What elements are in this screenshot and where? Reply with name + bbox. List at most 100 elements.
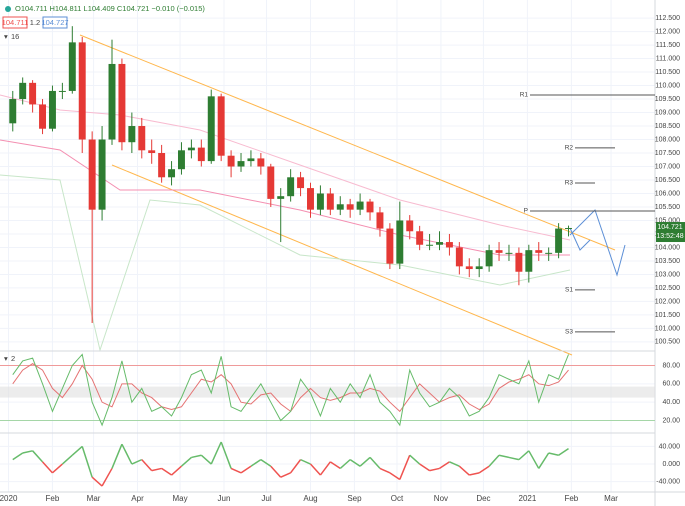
line-segment — [280, 472, 291, 478]
candle-body — [545, 252, 553, 254]
line-segment — [12, 452, 24, 461]
candle-body — [436, 242, 443, 245]
marks — [0, 26, 655, 487]
indicator-toggle[interactable]: ▾ — [4, 32, 8, 41]
candle-body — [187, 147, 195, 151]
candle-body — [455, 247, 463, 267]
candle-body — [227, 155, 235, 167]
candle-body — [29, 82, 37, 105]
candle-body — [158, 153, 166, 178]
line-segment — [369, 456, 381, 469]
line-segment — [200, 454, 212, 465]
y-tick-label: 110.500 — [655, 69, 680, 76]
candle-body — [267, 166, 275, 199]
countdown: 13:52:48 — [656, 233, 683, 240]
candle-body — [217, 96, 225, 156]
line-segment — [488, 454, 500, 467]
line-segment — [339, 459, 351, 469]
candle-body — [416, 231, 424, 245]
line-segment — [61, 454, 73, 465]
indicator-toggle[interactable]: ▾ — [4, 354, 8, 363]
ohlc-text: O104.711 H104.811 L104.409 C104.721 −0.0… — [15, 4, 205, 13]
line-segment — [32, 450, 44, 463]
candle-body — [277, 196, 285, 199]
y-tick-label: 107.000 — [655, 163, 680, 170]
line-segment — [558, 447, 569, 456]
indicator-label: 2 — [11, 354, 15, 363]
candle-body — [177, 150, 185, 170]
order-box-label: 104.711 — [2, 18, 29, 27]
y-tick-label: 100.500 — [655, 339, 680, 346]
candle-body — [297, 177, 305, 189]
indicator-label: 16 — [11, 32, 19, 41]
order-box-label: 1.2 — [30, 18, 40, 27]
candle-body — [475, 266, 483, 270]
series-line — [12, 353, 569, 427]
line-segment — [260, 458, 272, 467]
x-tick-label: Aug — [303, 494, 317, 503]
x-tick-label: 2020 — [0, 494, 18, 503]
line-segment — [121, 443, 133, 465]
grid — [0, 0, 655, 492]
y-tick-label: 40.00 — [662, 399, 680, 406]
candle-body — [316, 193, 324, 210]
candle-body — [148, 150, 156, 154]
line-segment — [141, 459, 153, 472]
line-segment — [419, 463, 430, 472]
y-tick-label: 40.000 — [659, 443, 681, 450]
candle-body — [19, 82, 27, 100]
candle-body — [168, 169, 176, 178]
forecast-path — [569, 209, 626, 277]
candle-body — [505, 252, 513, 254]
y-tick-label: 102.500 — [655, 285, 680, 292]
y-tick-label: 106.000 — [655, 190, 680, 197]
y-tick-label: 110.000 — [655, 82, 680, 89]
y-tick-label: 107.500 — [655, 150, 680, 157]
line-segment — [439, 461, 450, 470]
candle-body — [326, 193, 334, 210]
y-tick-label: 20.00 — [662, 417, 680, 424]
channel-upper — [79, 34, 616, 251]
candle-body — [58, 90, 66, 92]
line-segment — [528, 450, 540, 469]
line-segment — [71, 445, 83, 456]
candle-body — [366, 201, 374, 213]
order-box[interactable] — [2, 16, 28, 29]
line-segment — [359, 456, 371, 467]
x-tick-label: 2021 — [519, 494, 537, 503]
line-segment — [349, 458, 361, 467]
line-segment — [300, 458, 311, 465]
candle-body — [485, 250, 493, 267]
y-tick-label: 102.000 — [655, 298, 680, 305]
y-tick-label: 0.000 — [662, 461, 680, 468]
x-tick-label: Dec — [476, 494, 490, 503]
order-box[interactable] — [42, 16, 68, 29]
x-tick-label: Nov — [434, 494, 448, 503]
y-tick-label: 103.500 — [655, 258, 680, 265]
candle-body — [257, 158, 265, 167]
x-tick-label: Feb — [46, 494, 60, 503]
pivot-label: P — [524, 208, 528, 215]
candle-body — [68, 42, 76, 91]
band-line — [0, 174, 571, 352]
line-segment — [81, 446, 93, 478]
x-tick-label: Mar — [604, 494, 618, 503]
line-segment — [91, 476, 103, 487]
line-segment — [379, 467, 391, 474]
line-segment — [290, 459, 302, 474]
line-segment — [389, 472, 401, 481]
line-segment — [498, 454, 510, 459]
y-tick-label: 104.000 — [655, 244, 680, 251]
y-tick-label: 60.00 — [662, 381, 680, 388]
candle-body — [555, 228, 563, 253]
y-tick-label: 101.000 — [655, 325, 680, 332]
line-segment — [270, 465, 282, 478]
line-segment — [131, 458, 143, 465]
candle-body — [336, 204, 344, 210]
line-segment — [151, 467, 162, 472]
candle-body — [426, 244, 434, 246]
line-segment — [210, 441, 222, 465]
candle-body — [307, 188, 314, 210]
